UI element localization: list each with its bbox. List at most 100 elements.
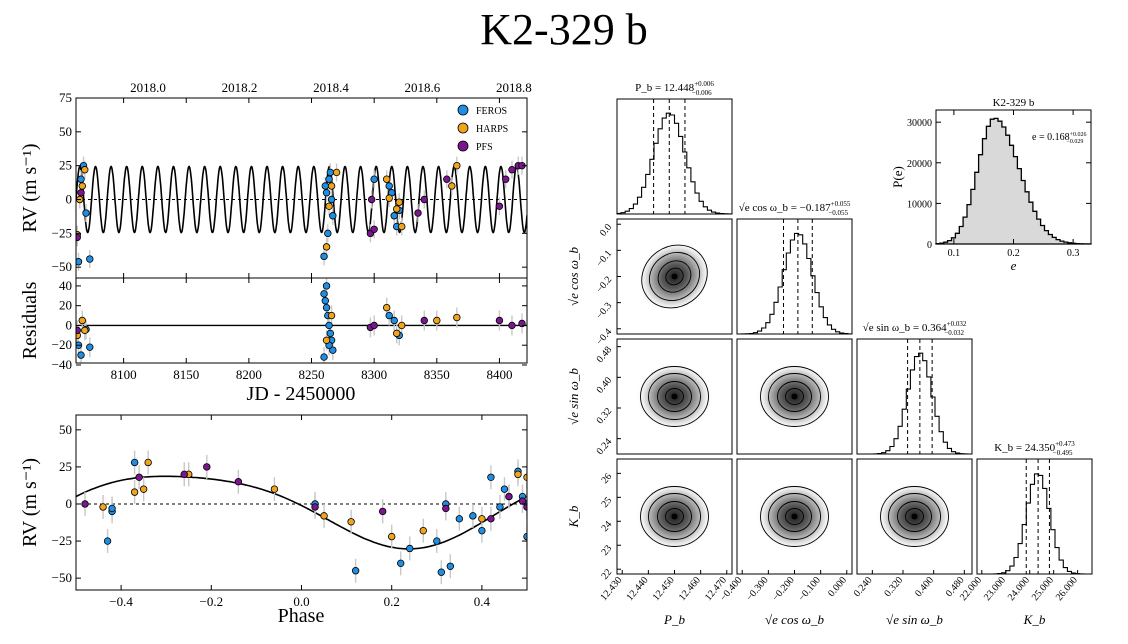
density-contour	[777, 501, 812, 532]
corner-title-value: √e cos ω_b = −0.187	[739, 202, 831, 214]
y-tick-label: 50	[59, 422, 72, 437]
top-axis-label: 2018.0	[130, 80, 166, 95]
top-axis-label: 2018.8	[496, 80, 532, 95]
corner-y-tick-label: 25	[599, 495, 614, 510]
ecc-histogram	[935, 117, 1092, 245]
point-harps	[130, 488, 139, 496]
corner-ylabel-3: K_b	[566, 505, 581, 528]
phase-model-group	[76, 475, 527, 550]
density-contour	[657, 260, 692, 293]
point-harps	[81, 166, 89, 174]
y-tick-label: −25	[52, 225, 72, 240]
corner-y-tick-label: 0.24	[595, 437, 615, 457]
corner-title-value: P_b = 12.448	[635, 82, 695, 94]
point-harps	[433, 316, 441, 325]
x-tick-label: 0.2	[384, 594, 400, 609]
corner-y-tick-label: 0.0	[598, 222, 614, 239]
point-harps	[347, 518, 355, 526]
ecc-ylabel: P(e)	[890, 166, 905, 188]
residuals-frame	[75, 277, 528, 364]
top-axis-label: 2018.6	[405, 80, 441, 95]
corner-title-3: K_b = 24.350+0.473 −0.495	[994, 440, 1075, 457]
x-tick-label: 8350	[424, 367, 450, 382]
point-harps	[393, 205, 401, 213]
point-pfs	[443, 175, 451, 183]
y-tick-label: 25	[59, 158, 72, 173]
corner-x-tick-label: 12.450	[651, 575, 677, 603]
point-harps	[270, 485, 279, 493]
corner-y-tick-label: 24	[599, 519, 614, 534]
point-feros	[108, 504, 116, 513]
corner-2d-2-0	[636, 362, 713, 431]
point-harps	[388, 532, 396, 541]
corner-hist-0	[616, 99, 733, 215]
point-pfs	[378, 507, 387, 516]
point-feros	[478, 526, 486, 535]
point-feros	[77, 175, 85, 183]
point-feros	[326, 168, 335, 177]
point-feros	[82, 209, 90, 217]
corner-title-sub: −0.055	[828, 209, 848, 217]
ecc-annotation: e = 0.168+0.026 −0.029	[1032, 132, 1086, 145]
corner-x-tick-label: 12.430	[598, 575, 624, 603]
x-tick-label: −0.4	[109, 594, 133, 609]
point-harps	[99, 503, 107, 511]
point-harps	[453, 313, 461, 322]
top-axis-label: 2018.2	[222, 80, 258, 95]
density-contour	[785, 508, 804, 525]
corner-y-tick-label: −0.1	[594, 248, 614, 269]
point-feros	[487, 473, 495, 481]
point-harps	[382, 175, 391, 183]
x-tick-label: 8250	[299, 367, 325, 382]
point-harps	[478, 515, 486, 523]
corner-title-value: K_b = 24.350	[994, 442, 1055, 454]
density-contour	[888, 493, 941, 540]
point-feros	[130, 458, 139, 467]
corner-hist-frame	[736, 218, 853, 335]
corner-x-tick-label: 0.320	[882, 575, 905, 599]
corner-x-tick-label: −0.300	[744, 575, 771, 604]
corner-title-sub: −0.495	[1053, 449, 1073, 457]
corner-ylabel-2: √e sin ω_b	[566, 368, 581, 425]
point-feros	[390, 316, 398, 325]
point-feros	[321, 297, 330, 305]
corner-histogram	[977, 473, 1092, 575]
legend-label-feros: FEROS	[476, 106, 507, 117]
point-feros	[329, 212, 337, 220]
point-harps	[398, 321, 406, 330]
density-core	[911, 513, 918, 520]
y-tick-label: 30000	[907, 118, 932, 129]
ecc-annotation-value: e = 0.168	[1032, 132, 1070, 143]
density-contour	[640, 366, 709, 427]
density-core	[671, 273, 678, 280]
point-harps	[322, 336, 331, 344]
point-pfs	[81, 500, 89, 508]
scatter-group	[76, 278, 526, 363]
ecc-xlabel: e	[1011, 258, 1017, 273]
point-pfs	[370, 321, 378, 330]
point-pfs	[77, 189, 85, 197]
x-tick-label: 8300	[361, 367, 387, 382]
legend-marker-pfs	[457, 140, 469, 152]
corner-y-tick-label: 23	[599, 543, 614, 558]
scatter-group	[81, 450, 527, 585]
point-pfs	[76, 326, 81, 335]
point-harps	[325, 202, 333, 210]
point-feros	[523, 532, 527, 541]
y-tick-label: −50	[52, 259, 72, 274]
point-feros	[390, 212, 398, 220]
density-contour	[648, 373, 701, 420]
density-contour	[648, 493, 701, 540]
corner-xlabel-2: √e sin ω_b	[886, 612, 943, 627]
x-tick-label: 8400	[486, 367, 512, 382]
point-pfs	[508, 321, 516, 330]
point-feros	[86, 343, 94, 351]
point-feros	[500, 485, 509, 493]
y-tick-label: 0	[66, 496, 73, 511]
point-harps	[144, 458, 152, 467]
x-tick-label: 0.0	[293, 594, 309, 609]
point-pfs	[135, 473, 143, 481]
point-harps	[78, 316, 86, 325]
rv-phase-frame	[75, 414, 528, 591]
